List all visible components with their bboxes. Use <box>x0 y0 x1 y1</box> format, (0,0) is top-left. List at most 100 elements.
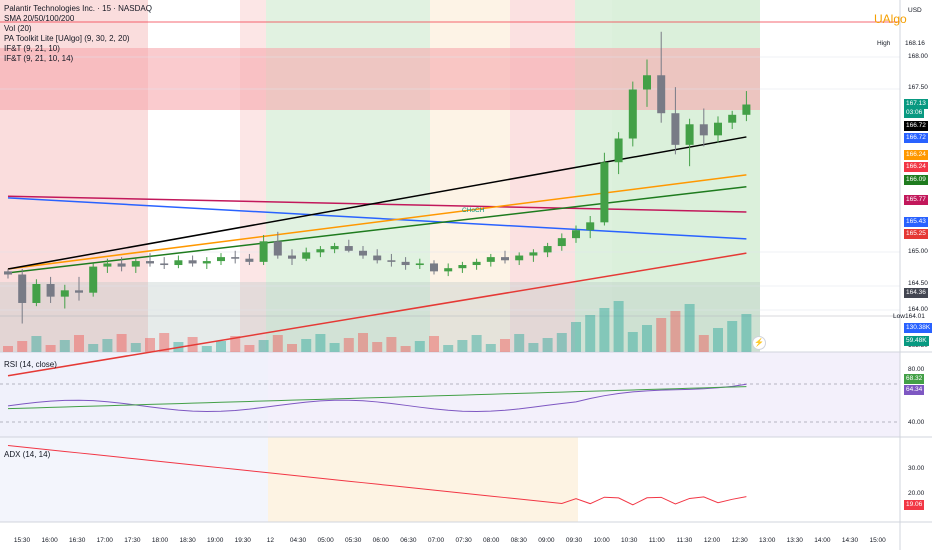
time-tick-label: 06:00 <box>372 537 389 544</box>
candle-body <box>4 271 12 275</box>
price-tag-sma200: 165.77 <box>904 195 928 205</box>
volume-bar <box>201 346 212 352</box>
rsi-label[interactable]: RSI (14, close) <box>4 360 57 369</box>
price-tick-164: 164.00 <box>908 306 928 313</box>
time-tick-label: 16:30 <box>69 537 86 544</box>
adx-label[interactable]: ADX (14, 14) <box>4 450 51 459</box>
volume-bar <box>528 343 539 352</box>
candle-body <box>614 138 623 163</box>
candle-body <box>742 104 751 115</box>
time-tick-label: 13:00 <box>759 537 776 544</box>
time-tick-label: 15:00 <box>869 537 886 544</box>
price-tag-green: 166.09 <box>904 175 928 185</box>
time-tick-label: 07:30 <box>455 537 472 544</box>
ma-line <box>7 174 747 270</box>
candle-body <box>103 263 112 267</box>
candle-body <box>572 230 580 239</box>
price-tick-1645: 164.50 <box>908 280 928 287</box>
time-tick-label: 08:00 <box>483 537 500 544</box>
indicator-ift-2-label[interactable]: IF&T (9, 21, 10, 14) <box>4 54 74 63</box>
indicator-pa-toolkit-label[interactable]: PA Toolkit Lite [UAlgo] (9, 30, 2, 20) <box>4 34 130 43</box>
volume-bar <box>642 325 652 352</box>
adx-panel <box>7 445 747 506</box>
time-tick-label: 14:00 <box>814 537 831 544</box>
ma-line <box>7 185 747 274</box>
volume-tag-ma: 130.38K <box>904 323 932 333</box>
time-tick-label: 10:30 <box>621 537 638 544</box>
candle-body <box>259 241 268 262</box>
volume-bar <box>343 338 354 352</box>
candle-body <box>643 75 651 90</box>
choch-annotation: CHoCH <box>462 207 485 214</box>
currency-label: USD <box>908 7 922 14</box>
candle-body <box>174 260 183 266</box>
high-label: High <box>877 40 891 47</box>
volume-bar <box>627 332 638 352</box>
low-label: Low <box>893 313 905 320</box>
ma-line <box>7 136 747 270</box>
adx-session-band <box>268 437 578 522</box>
volume-bar <box>31 336 42 352</box>
time-tick-label: 09:30 <box>565 537 583 544</box>
candle-body <box>387 260 396 262</box>
rsi-line <box>7 383 747 413</box>
time-tick-label: 11:30 <box>676 537 693 544</box>
candle-body <box>543 246 552 253</box>
volume-bar <box>585 315 596 352</box>
session-background <box>0 0 900 522</box>
candle-body <box>515 255 524 261</box>
volume-bar <box>698 335 709 352</box>
volume-bar <box>102 339 113 352</box>
volume-bar <box>315 334 326 352</box>
candle-body <box>117 263 126 267</box>
time-tick-label: 06:30 <box>400 537 417 544</box>
brand-watermark: UAlgo <box>874 12 907 26</box>
chart-title: Palantir Technologies Inc. · 15 · NASDAQ <box>4 4 152 13</box>
ma-line <box>7 252 747 377</box>
alert-bolt-icon[interactable]: ⚡ <box>752 336 766 350</box>
time-tick-label: 17:30 <box>124 537 141 544</box>
volume-bar <box>3 346 13 352</box>
candle-body <box>430 263 438 272</box>
indicator-ift-label[interactable]: IF&T (9, 21, 10) <box>4 44 60 53</box>
volume-bar <box>556 333 567 352</box>
candle-body <box>359 250 367 256</box>
adx-tick-20: 20.00 <box>908 490 925 497</box>
candle-body <box>415 263 424 266</box>
time-tick-label: 14:30 <box>841 537 859 544</box>
candle-body <box>75 290 83 293</box>
candle-body <box>600 162 609 223</box>
indicator-sma-label[interactable]: SMA 20/50/100/200 <box>4 14 75 23</box>
rsi-signal-line <box>7 386 747 410</box>
volume-bar <box>88 344 99 352</box>
rsi-tick-40: 40.00 <box>908 419 925 426</box>
volume-bar <box>429 336 439 352</box>
candle-body <box>330 246 339 250</box>
candle-body <box>273 241 282 256</box>
volume-tag-last: 59.48K <box>904 336 929 346</box>
volume-bar <box>684 304 695 352</box>
volume-bar <box>216 341 226 352</box>
volume-bar <box>514 334 525 352</box>
candle-body <box>657 75 666 114</box>
volume-bar <box>613 301 624 352</box>
volume-bar <box>656 318 667 352</box>
volume-bar <box>45 345 56 352</box>
price-tick-168: 168.00 <box>908 53 928 60</box>
volume-bar <box>372 342 383 352</box>
time-tick-label: 12:30 <box>731 537 748 544</box>
volume-bar <box>244 345 255 352</box>
indicator-vol-label[interactable]: Vol (20) <box>4 24 32 33</box>
volume-bar <box>414 341 425 352</box>
candle-body <box>131 261 140 267</box>
candle-body <box>557 238 566 247</box>
candle-body <box>586 222 595 231</box>
volume-bar <box>443 345 454 352</box>
time-tick-label: 19:00 <box>207 537 224 544</box>
price-tag-ema-black: 166.72 <box>904 121 928 131</box>
volume-bar <box>130 343 141 352</box>
time-tick-label: 07:00 <box>427 537 445 544</box>
adx-line <box>7 445 747 506</box>
adx-tick-30: 30.00 <box>908 465 925 472</box>
